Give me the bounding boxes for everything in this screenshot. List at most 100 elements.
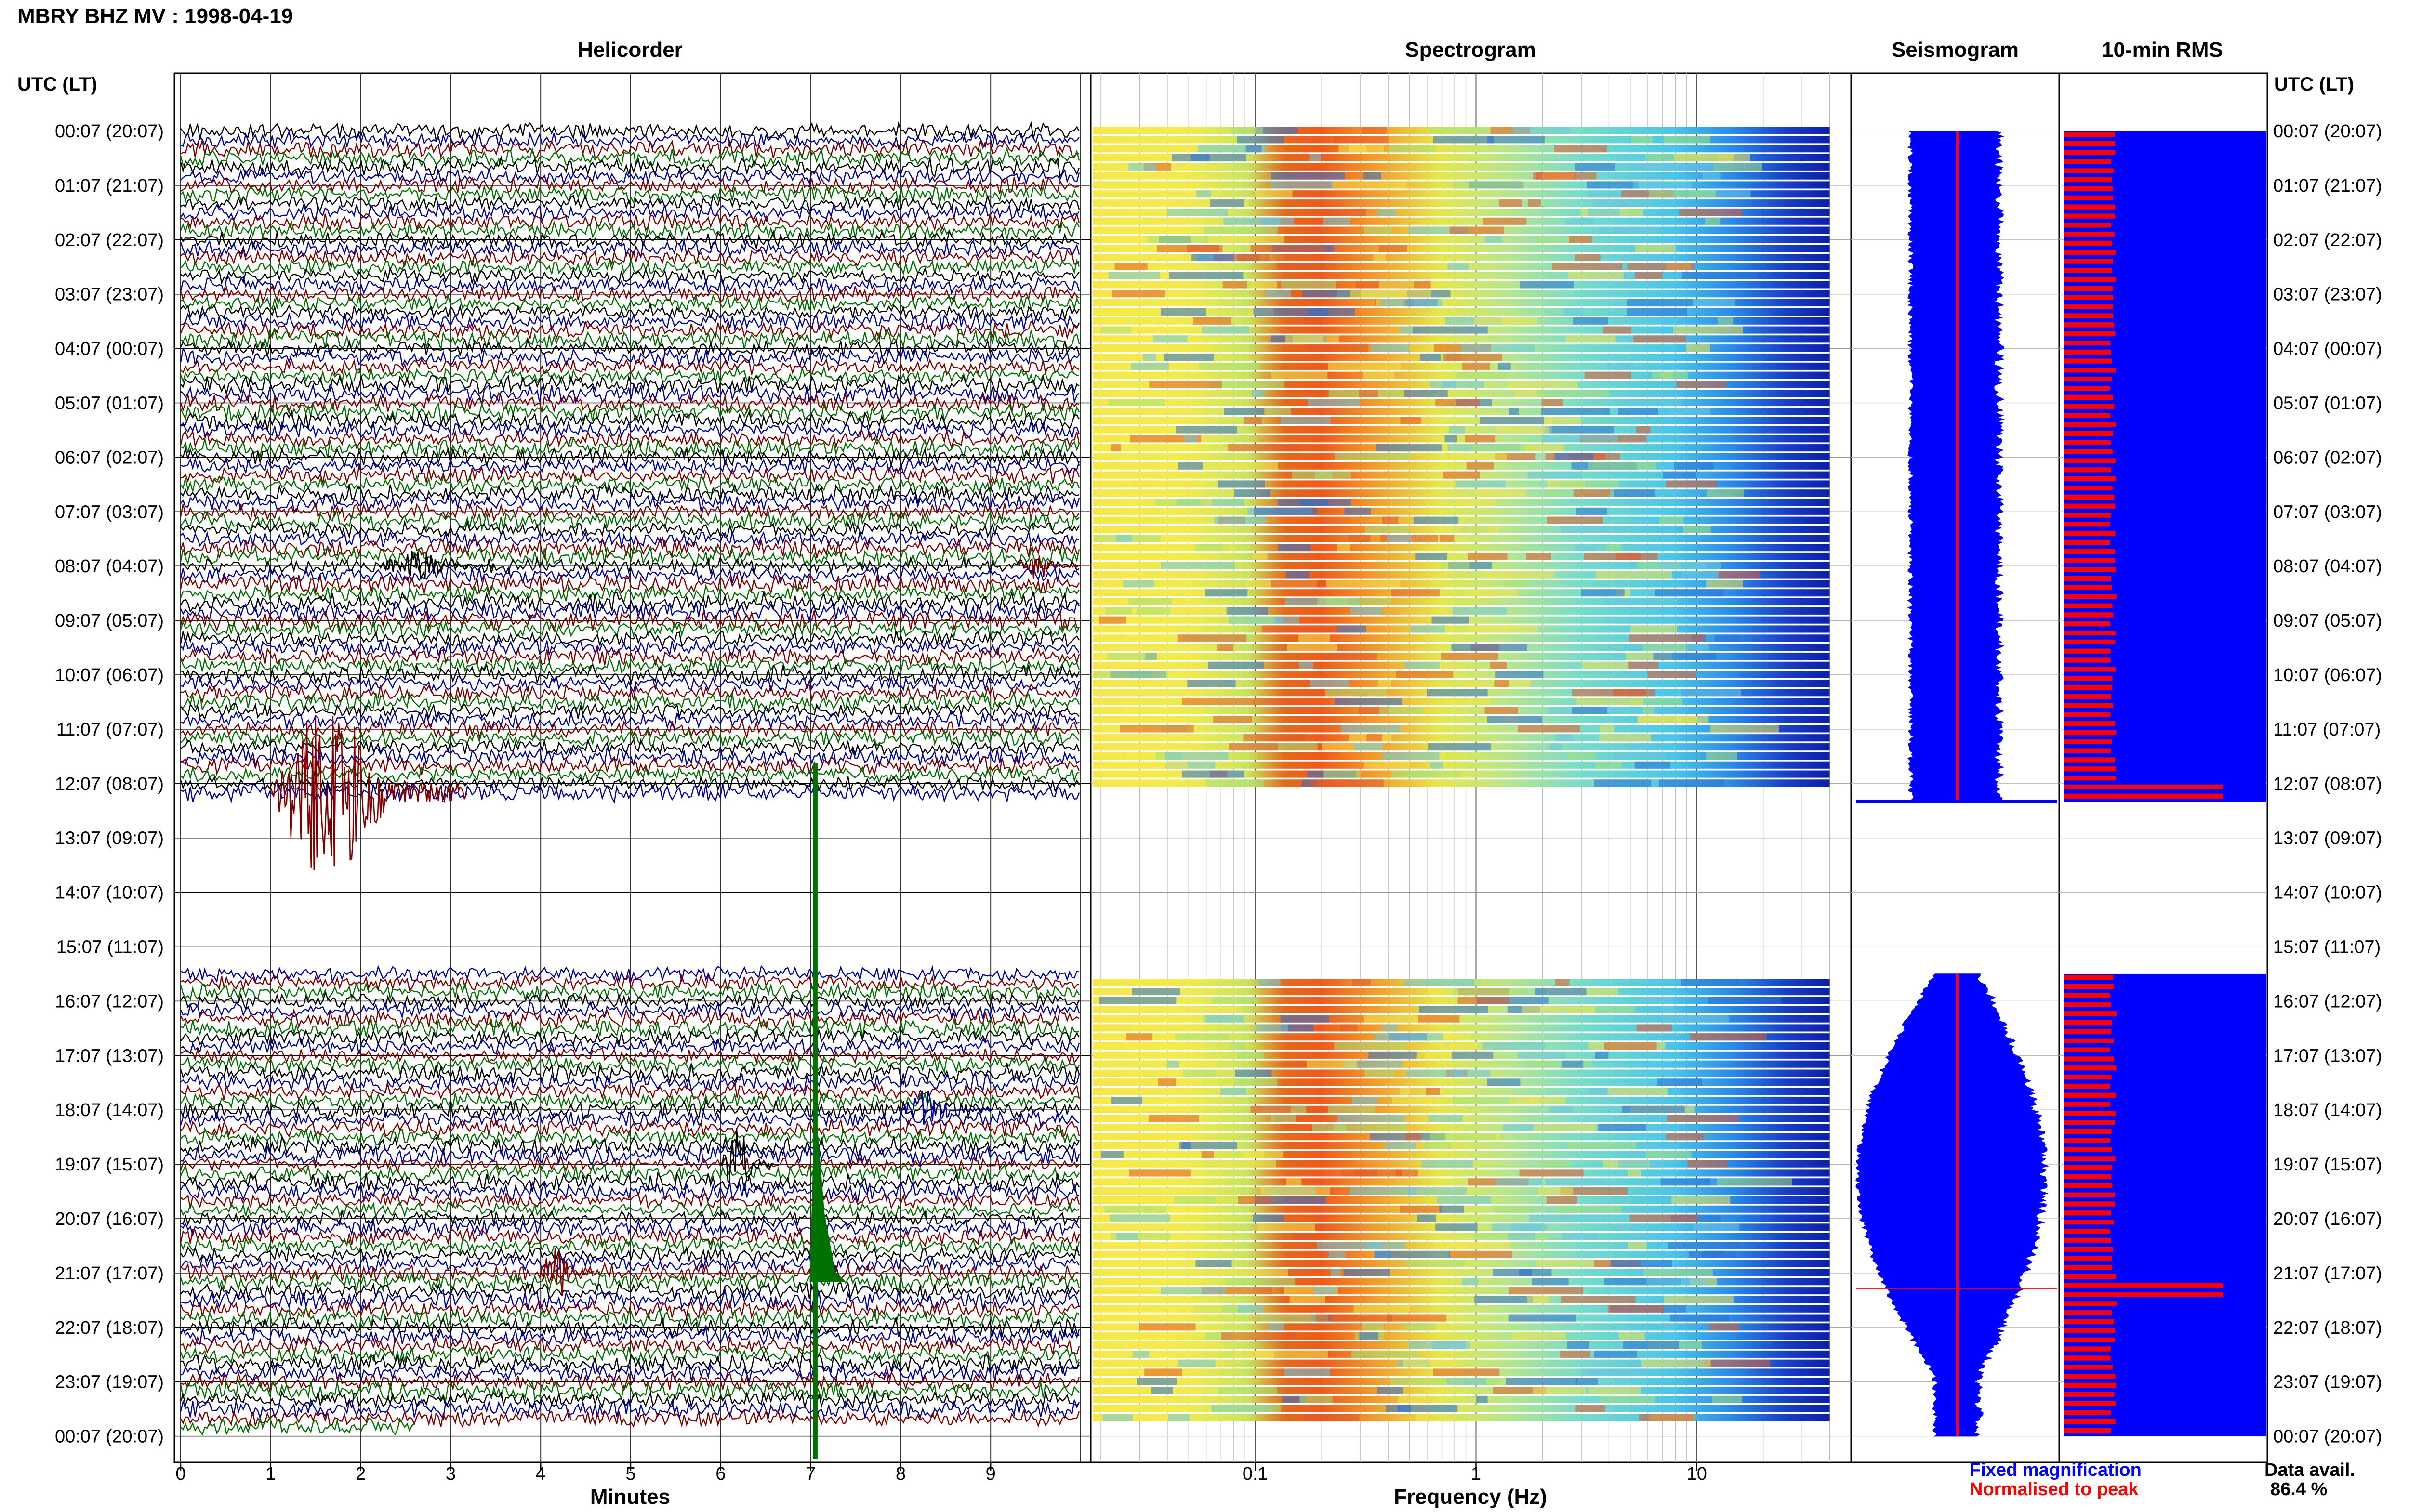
spectrogram-cell xyxy=(1100,1151,1124,1158)
spectrogram-cell xyxy=(1575,254,1601,262)
rms-bar xyxy=(2064,313,2114,318)
spectrogram-cell xyxy=(1631,136,1653,144)
spectrogram-cell xyxy=(1271,371,1328,379)
row-label: 01:07 (21:07) xyxy=(2273,176,2382,196)
spectrogram-cell xyxy=(1164,353,1214,361)
trace-line xyxy=(180,276,1080,295)
spectrogram-cell xyxy=(1636,426,1651,434)
spectrogram-row xyxy=(1093,671,1830,678)
spectrogram-cell xyxy=(1287,644,1338,651)
row-label: 10:07 (06:07) xyxy=(55,665,164,685)
spectrogram-cell xyxy=(1132,1350,1149,1358)
spectrogram-cell xyxy=(1221,544,1235,552)
helicorder-events xyxy=(270,551,1080,1459)
rms-bar xyxy=(2064,694,2111,699)
rms-bar xyxy=(2064,1074,2112,1080)
spectrogram-row xyxy=(1093,1142,1830,1150)
spectrogram-cell xyxy=(1476,489,1527,497)
spectrogram-cell xyxy=(1693,1223,1740,1231)
trace-line xyxy=(180,146,1080,171)
spectrogram-cell xyxy=(1112,290,1165,298)
row-label: 02:07 (22:07) xyxy=(2273,230,2382,250)
spectrogram-cell xyxy=(1547,516,1603,524)
row-label: 00:07 (20:07) xyxy=(2273,121,2382,142)
spectrogram-cell xyxy=(1575,163,1615,171)
spectrogram-cell xyxy=(1368,1051,1417,1059)
spectrogram-cell xyxy=(1642,644,1687,651)
spectrogram-cell xyxy=(1560,1350,1590,1358)
trace-line xyxy=(180,1037,1080,1056)
spectrogram-row xyxy=(1093,1405,1830,1412)
spectrogram-cell xyxy=(1363,172,1381,180)
spectrogram-cell xyxy=(1673,326,1743,334)
spectrogram-cell xyxy=(1195,1060,1217,1068)
xtick-label: 0 xyxy=(175,1464,185,1484)
spectrogram-cell xyxy=(1404,390,1448,397)
spectrogram-cell xyxy=(1594,779,1652,787)
spectrogram-cell xyxy=(1362,127,1387,134)
spectrogram-cell xyxy=(1561,1060,1584,1068)
spectrogram-cell xyxy=(1619,199,1652,207)
trace-line xyxy=(180,981,1080,1003)
spectrogram-cell xyxy=(1506,1378,1578,1385)
spectrogram-cell xyxy=(1309,154,1321,162)
trace-line xyxy=(180,991,1080,1011)
trace-line xyxy=(180,656,1080,675)
spectrogram-row xyxy=(1093,1105,1830,1113)
spectrogram-cell xyxy=(1408,1341,1470,1349)
spectrogram-row xyxy=(1093,208,1830,216)
spectrogram-cell xyxy=(1245,145,1262,153)
spectrogram-title: Spectrogram xyxy=(1405,38,1535,62)
spectrogram-xaxis-label: Frequency (Hz) xyxy=(1394,1485,1547,1509)
spectrogram-cell xyxy=(1595,761,1622,769)
rms-bar xyxy=(2064,1165,2113,1170)
row-label: 17:07 (13:07) xyxy=(2273,1046,2382,1066)
spectrogram-cell xyxy=(1214,1405,1281,1412)
spectrogram-cell xyxy=(1254,698,1308,706)
spectrogram-cell xyxy=(1576,507,1607,515)
rms-bar xyxy=(2064,1056,2114,1062)
spectrogram-cell xyxy=(1613,752,1666,760)
row-label: 03:07 (23:07) xyxy=(2273,285,2382,305)
spectrogram-cell xyxy=(1575,1405,1605,1412)
spectrogram-cell xyxy=(1527,471,1582,479)
spectrogram-cell xyxy=(1522,1006,1595,1013)
rms-bar xyxy=(2064,612,2114,618)
trace-line xyxy=(180,392,1080,414)
trace-line xyxy=(180,167,1080,186)
spectrogram-cell xyxy=(1396,671,1454,678)
spectrogram-cell xyxy=(1094,671,1168,678)
spectrogram-cell xyxy=(1494,680,1509,687)
spectrogram-cell xyxy=(1701,1250,1736,1258)
spectrogram-cell xyxy=(1453,988,1527,996)
spectrogram-cell xyxy=(1519,1169,1584,1177)
spectrogram-row xyxy=(1093,734,1830,742)
spectrogram-cell xyxy=(1099,997,1177,1004)
rms-bar xyxy=(2064,168,2114,173)
spectrogram-cell xyxy=(1299,499,1328,506)
spectrogram-cell xyxy=(1705,217,1721,225)
rms-bar xyxy=(2064,984,2114,989)
spectrogram-cell xyxy=(1679,208,1742,216)
trace-line xyxy=(180,338,1080,359)
spectrogram-cell xyxy=(1565,217,1595,225)
rms-bar xyxy=(2064,1220,2114,1225)
row-label: 16:07 (12:07) xyxy=(55,991,164,1012)
trace-line xyxy=(180,483,1080,505)
spectrogram-cell xyxy=(1664,1296,1734,1303)
spectrogram-cell xyxy=(1278,544,1311,552)
rms-bar xyxy=(2064,1183,2113,1188)
xtick-label: 5 xyxy=(625,1464,635,1484)
legend-fixed-magnification: Fixed magnification xyxy=(1970,1460,2142,1480)
trace-line xyxy=(180,1028,1080,1048)
row-label: 18:07 (14:07) xyxy=(2273,1100,2382,1120)
rms-bars xyxy=(2064,131,2266,1436)
row-label: 06:07 (02:07) xyxy=(55,447,164,468)
spectrogram-cell xyxy=(1607,1305,1665,1313)
spectrogram-cell xyxy=(1104,1205,1167,1213)
row-label: 19:07 (15:07) xyxy=(55,1155,164,1175)
rms-bar xyxy=(2064,141,2115,146)
rms-bar xyxy=(2064,1228,2110,1234)
spectrogram-cell xyxy=(1226,607,1268,615)
rms-bar xyxy=(2064,277,2116,282)
